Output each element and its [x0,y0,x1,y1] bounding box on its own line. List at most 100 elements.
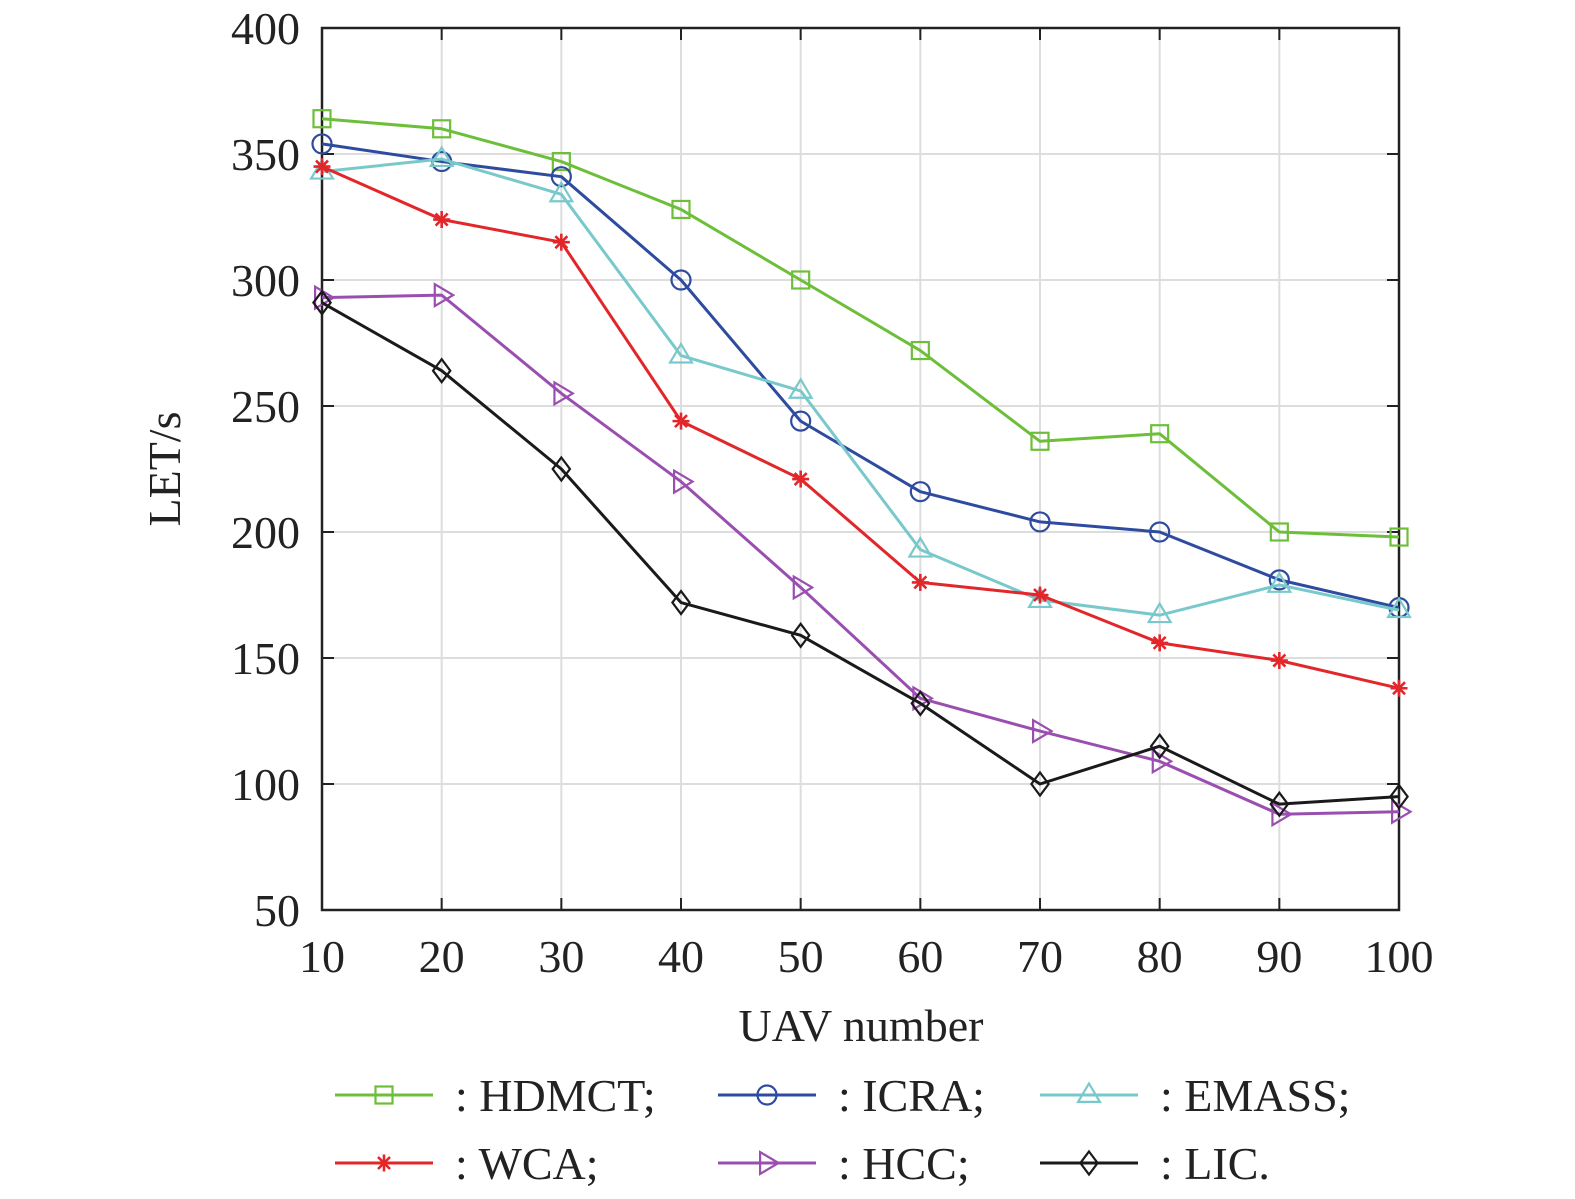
y-tick-label: 150 [231,633,300,684]
data-point [668,341,694,364]
data-point [790,410,812,432]
data-point [787,377,814,399]
data-point [311,133,333,155]
data-point [1031,586,1049,604]
grid-lines [322,28,1399,910]
x-tick-label: 100 [1365,931,1434,982]
series-line [321,165,1400,690]
series-4 [314,282,1413,828]
data-point [1389,527,1409,547]
data-point [1031,718,1054,744]
legend-label: : LIC. [1160,1138,1270,1189]
x-axis-title: UAV number [739,1000,984,1051]
x-tick-label: 80 [1137,931,1183,982]
data-point [548,180,575,203]
y-axis-title: LET/s [139,412,190,527]
data-point [1150,424,1170,444]
x-tick-label: 30 [538,931,584,982]
data-point [551,455,572,483]
data-point [792,470,810,488]
legend-entry: : EMASS; [1040,1070,1350,1121]
legend-swatch-marker [758,1150,781,1176]
y-tick-label: 50 [254,885,300,936]
x-tick-label: 20 [419,931,465,982]
data-point [792,574,815,601]
data-point [1149,521,1171,543]
data-point [672,468,695,495]
data-point [551,151,571,172]
data-point [910,690,931,717]
x-tick-label: 70 [1017,931,1063,982]
series-group [309,109,1413,828]
data-point [428,145,455,168]
data-point [1151,634,1169,652]
series-2 [309,145,1412,624]
data-point [1269,790,1290,818]
y-tick-label: 300 [231,255,300,306]
data-point [911,573,929,591]
data-point [670,269,692,291]
data-point [790,621,811,649]
legend: : HDMCT; : ICRA; : EMASS; : WCA; : HCC; : LIC… [335,1070,1350,1189]
legend-label: : ICRA; [838,1070,985,1121]
data-point [313,158,331,176]
x-tick-label: 40 [658,931,704,982]
legend-label: : WCA; [455,1138,599,1189]
y-tick-label: 250 [231,381,300,432]
data-point [1146,601,1173,624]
x-tick-label: 60 [897,931,943,982]
legend-entry: : HDMCT; [335,1070,656,1121]
series-line [321,301,1400,806]
data-point [910,340,930,361]
legend-entry: : WCA; [335,1138,599,1189]
legend-label: : EMASS; [1160,1070,1350,1121]
data-point [433,282,456,308]
legend-entry: : LIC. [1040,1138,1270,1189]
series-line [321,293,1400,816]
legend-swatch-marker [756,1084,778,1106]
series-0 [312,109,1409,547]
legend-swatch-marker [1076,1081,1102,1104]
series-line [321,117,1400,539]
axis-labels: UAV number LET/s [139,412,983,1051]
x-tick-label: 50 [778,931,824,982]
data-point [312,289,332,317]
data-point [552,233,570,251]
data-point [433,211,451,229]
series-5 [312,289,1409,818]
y-tick-label: 400 [231,3,300,54]
data-point [907,535,934,558]
x-tick-label: 90 [1256,931,1302,982]
y-tick-label: 350 [231,129,300,180]
x-tick-label: 10 [299,931,345,982]
data-point [1271,801,1293,828]
axis-ticks: 10 20 30 40 50 60 70 80 90 100 50 100 150 200 250 300 35… [231,3,1434,982]
legend-swatch-marker [1079,1149,1099,1177]
data-point [671,199,691,220]
legend-swatch-marker [374,1085,394,1105]
legend-swatch-marker [375,1154,393,1172]
y-tick-label: 100 [231,759,300,810]
data-point [791,270,811,290]
legend-entry: : HCC; [718,1138,970,1189]
data-point [553,380,575,407]
data-point [312,109,332,129]
y-tick-label: 200 [231,507,300,558]
data-point [1390,679,1408,697]
data-point [672,412,690,430]
plot-area-frame [320,26,1401,912]
data-point [431,357,452,385]
series-line [321,142,1400,610]
legend-entry: : ICRA; [718,1070,985,1121]
legend-label: : HDMCT; [455,1070,656,1121]
data-point [550,166,572,188]
data-point [432,119,452,139]
data-point [1386,596,1412,619]
data-point [671,589,691,616]
data-point [1270,652,1288,670]
legend-label: : HCC; [838,1138,970,1189]
data-point [1030,770,1050,798]
data-point [1030,431,1050,451]
